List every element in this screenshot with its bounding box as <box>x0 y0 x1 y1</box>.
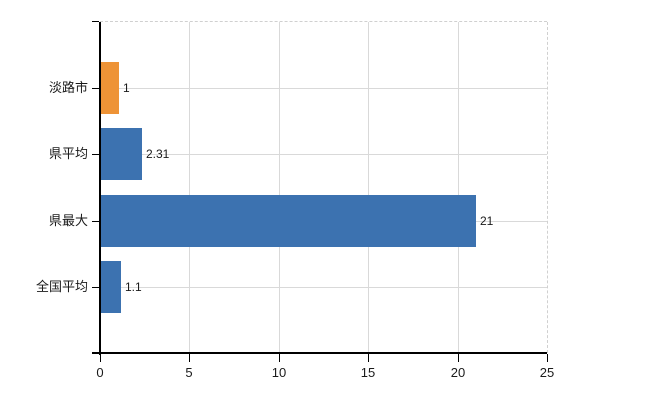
x-axis-tick <box>368 354 369 362</box>
category-tick <box>92 221 99 222</box>
value-label: 1 <box>123 81 130 95</box>
x-axis-tick <box>100 354 101 362</box>
horizontal-gridline <box>100 154 547 155</box>
value-label: 1.1 <box>125 280 142 294</box>
y-axis-end-tick <box>92 21 99 22</box>
category-label: 県平均 <box>48 146 88 161</box>
vertical-gridline <box>189 22 191 353</box>
x-tick-label: 25 <box>539 365 555 380</box>
category-label: 全国平均 <box>35 279 88 294</box>
x-tick-label: 15 <box>360 365 376 380</box>
value-label: 21 <box>480 214 494 228</box>
vertical-gridline <box>368 22 370 353</box>
vertical-gridline <box>278 22 280 353</box>
category-tick <box>92 154 99 155</box>
horizontal-gridline <box>100 88 547 89</box>
bar <box>101 261 121 313</box>
x-axis-tick <box>547 354 548 362</box>
category-label: 淡路市 <box>48 80 88 95</box>
x-tick-label: 20 <box>450 365 466 380</box>
x-axis-line <box>92 352 547 354</box>
category-tick <box>92 287 99 288</box>
horizontal-gridline <box>100 287 547 288</box>
category-tick <box>92 88 99 89</box>
plot-border-right <box>547 22 548 353</box>
x-axis-tick <box>458 354 459 362</box>
value-label: 2.31 <box>146 147 170 161</box>
bar <box>101 62 119 114</box>
x-axis-tick <box>189 354 190 362</box>
x-tick-label: 5 <box>185 365 193 380</box>
category-label: 県最大 <box>48 213 88 228</box>
bar <box>101 128 142 180</box>
plot-border-top <box>100 21 547 22</box>
y-axis-line <box>99 22 101 355</box>
x-axis-tick <box>279 354 280 362</box>
bar <box>101 195 476 247</box>
x-tick-label: 0 <box>96 365 104 380</box>
x-tick-label: 10 <box>271 365 287 380</box>
vertical-gridline <box>457 22 459 353</box>
